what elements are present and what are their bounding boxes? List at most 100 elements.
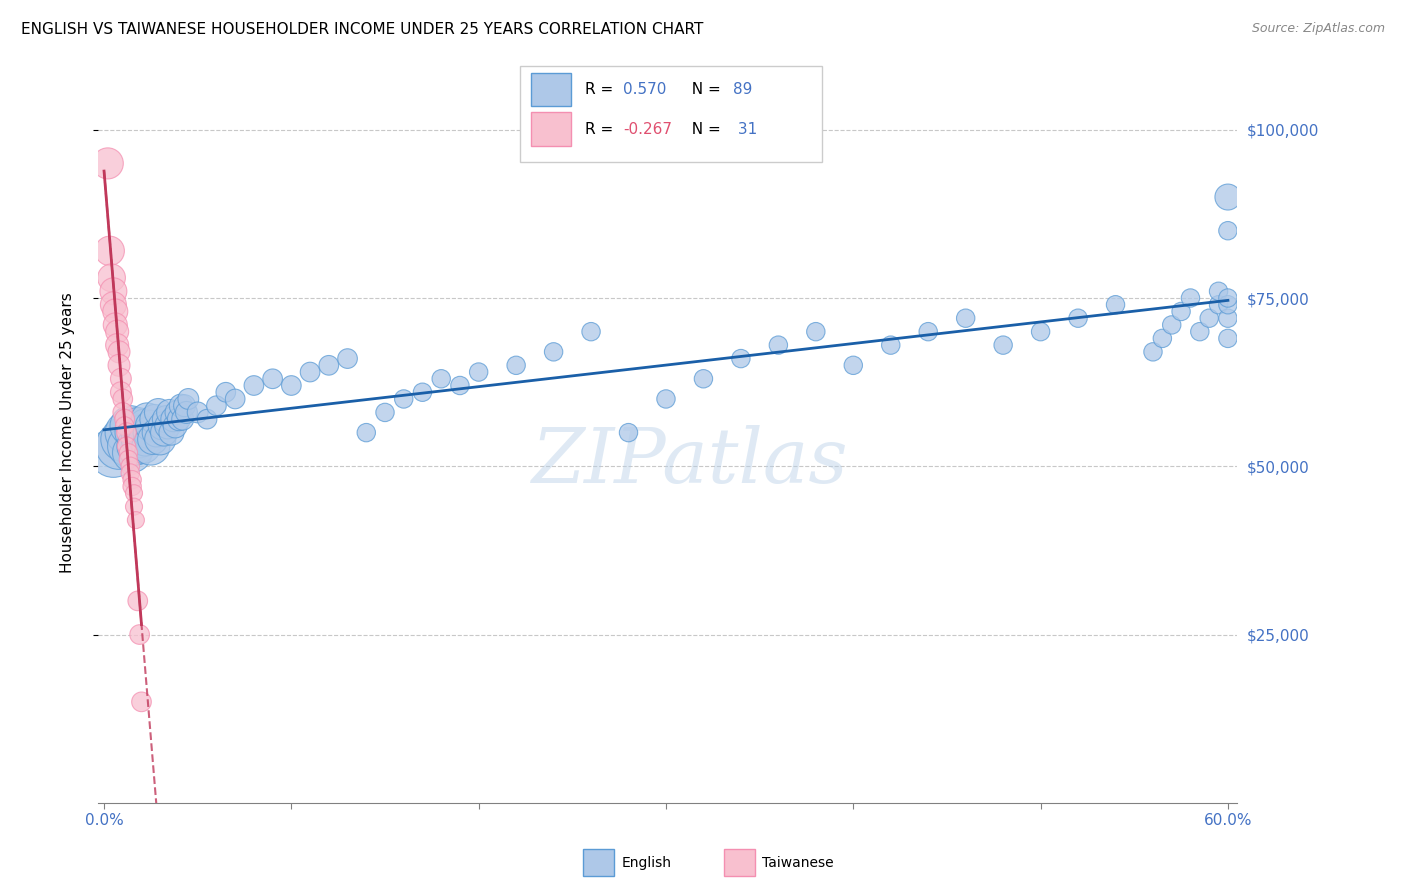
Point	[115, 425, 138, 440]
Text: 0.570: 0.570	[623, 82, 666, 97]
Point	[134, 433, 156, 447]
Point	[955, 311, 977, 326]
Point	[356, 425, 378, 440]
Point	[134, 418, 156, 433]
Point	[142, 433, 165, 447]
Point	[165, 418, 187, 433]
Point	[122, 425, 145, 440]
Point	[105, 338, 128, 352]
Point	[138, 425, 160, 440]
Text: R =: R =	[585, 121, 617, 136]
Point	[120, 466, 142, 480]
Point	[243, 378, 266, 392]
Point	[655, 392, 678, 406]
Point	[1142, 344, 1164, 359]
Point	[114, 418, 136, 433]
Point	[150, 418, 173, 433]
Point	[128, 627, 150, 641]
Point	[1208, 285, 1230, 299]
Point	[917, 325, 939, 339]
Point	[1208, 298, 1230, 312]
Point	[120, 418, 142, 433]
Point	[167, 412, 190, 426]
Point	[162, 412, 184, 426]
Point	[1188, 325, 1211, 339]
Point	[392, 392, 415, 406]
Point	[159, 405, 181, 419]
FancyBboxPatch shape	[531, 73, 571, 106]
Point	[125, 439, 148, 453]
Point	[100, 270, 122, 285]
Point	[467, 365, 489, 379]
Point	[108, 359, 131, 373]
Point	[1067, 311, 1090, 326]
Point	[139, 418, 162, 433]
Point	[1216, 331, 1239, 345]
Point	[145, 425, 167, 440]
Point	[104, 304, 127, 318]
Bar	[724, 849, 755, 876]
Point	[111, 433, 134, 447]
Point	[215, 385, 238, 400]
Point	[111, 405, 134, 419]
Point	[110, 385, 132, 400]
Point	[122, 500, 145, 514]
Point	[153, 425, 176, 440]
Point	[543, 344, 565, 359]
Point	[1104, 298, 1126, 312]
Point	[336, 351, 359, 366]
Point	[108, 344, 131, 359]
Point	[104, 318, 127, 332]
Point	[880, 338, 903, 352]
Text: N =: N =	[682, 121, 725, 136]
Point	[148, 405, 170, 419]
Point	[187, 405, 209, 419]
Point	[111, 392, 134, 406]
Point	[1160, 318, 1182, 332]
Text: Source: ZipAtlas.com: Source: ZipAtlas.com	[1251, 22, 1385, 36]
Point	[121, 446, 143, 460]
Point	[1029, 325, 1052, 339]
Point	[149, 433, 172, 447]
Point	[115, 425, 138, 440]
Point	[120, 459, 142, 474]
Point	[155, 412, 177, 426]
Text: R =: R =	[585, 82, 617, 97]
Point	[103, 285, 125, 299]
Text: ENGLISH VS TAIWANESE HOUSEHOLDER INCOME UNDER 25 YEARS CORRELATION CHART: ENGLISH VS TAIWANESE HOUSEHOLDER INCOME …	[21, 22, 703, 37]
Point	[411, 385, 433, 400]
Point	[374, 405, 396, 419]
Point	[166, 405, 188, 419]
Point	[505, 359, 527, 373]
Point	[121, 479, 143, 493]
Point	[110, 372, 132, 386]
Point	[804, 325, 827, 339]
Point	[136, 412, 159, 426]
Point	[1180, 291, 1202, 305]
Bar	[583, 849, 614, 876]
Point	[177, 392, 200, 406]
Point	[131, 425, 153, 440]
Point	[299, 365, 322, 379]
Point	[692, 372, 714, 386]
FancyBboxPatch shape	[520, 66, 821, 162]
FancyBboxPatch shape	[531, 112, 571, 145]
Text: ZIPatlas: ZIPatlas	[533, 425, 849, 500]
Point	[1216, 291, 1239, 305]
Text: -0.267: -0.267	[623, 121, 672, 136]
Point	[114, 412, 136, 426]
Point	[991, 338, 1014, 352]
Point	[1216, 298, 1239, 312]
Text: 31: 31	[733, 121, 756, 136]
Point	[1170, 304, 1192, 318]
Point	[842, 359, 865, 373]
Point	[98, 244, 121, 258]
Point	[128, 433, 150, 447]
Point	[156, 418, 179, 433]
Point	[617, 425, 640, 440]
Point	[449, 378, 471, 392]
Point	[318, 359, 340, 373]
Point	[139, 439, 162, 453]
Point	[730, 351, 752, 366]
Point	[280, 378, 302, 392]
